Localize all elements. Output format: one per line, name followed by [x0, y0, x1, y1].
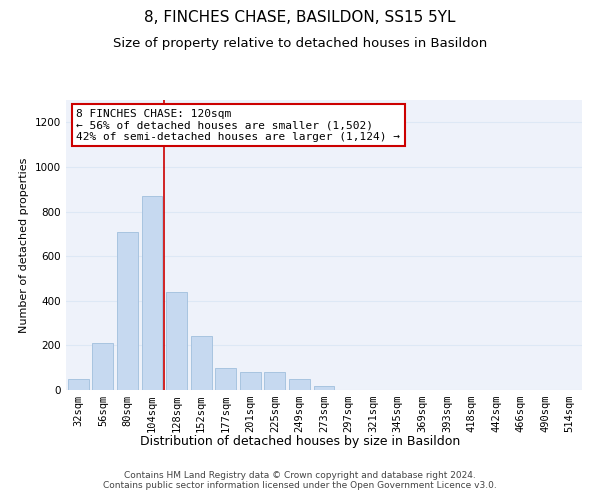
Bar: [265, 372, 286, 390]
Bar: [68, 379, 89, 390]
Text: Size of property relative to detached houses in Basildon: Size of property relative to detached ho…: [113, 38, 487, 51]
Bar: [289, 379, 310, 390]
Bar: [215, 368, 236, 390]
Text: Distribution of detached houses by size in Basildon: Distribution of detached houses by size …: [140, 435, 460, 448]
Text: 8, FINCHES CHASE, BASILDON, SS15 5YL: 8, FINCHES CHASE, BASILDON, SS15 5YL: [144, 10, 456, 25]
Bar: [92, 343, 113, 390]
Bar: [240, 372, 261, 390]
Bar: [191, 336, 212, 390]
Bar: [117, 232, 138, 390]
Y-axis label: Number of detached properties: Number of detached properties: [19, 158, 29, 332]
Bar: [314, 386, 334, 390]
Bar: [142, 196, 163, 390]
Text: 8 FINCHES CHASE: 120sqm
← 56% of detached houses are smaller (1,502)
42% of semi: 8 FINCHES CHASE: 120sqm ← 56% of detache…: [76, 108, 400, 142]
Bar: [166, 292, 187, 390]
Text: Contains HM Land Registry data © Crown copyright and database right 2024.
Contai: Contains HM Land Registry data © Crown c…: [103, 470, 497, 490]
